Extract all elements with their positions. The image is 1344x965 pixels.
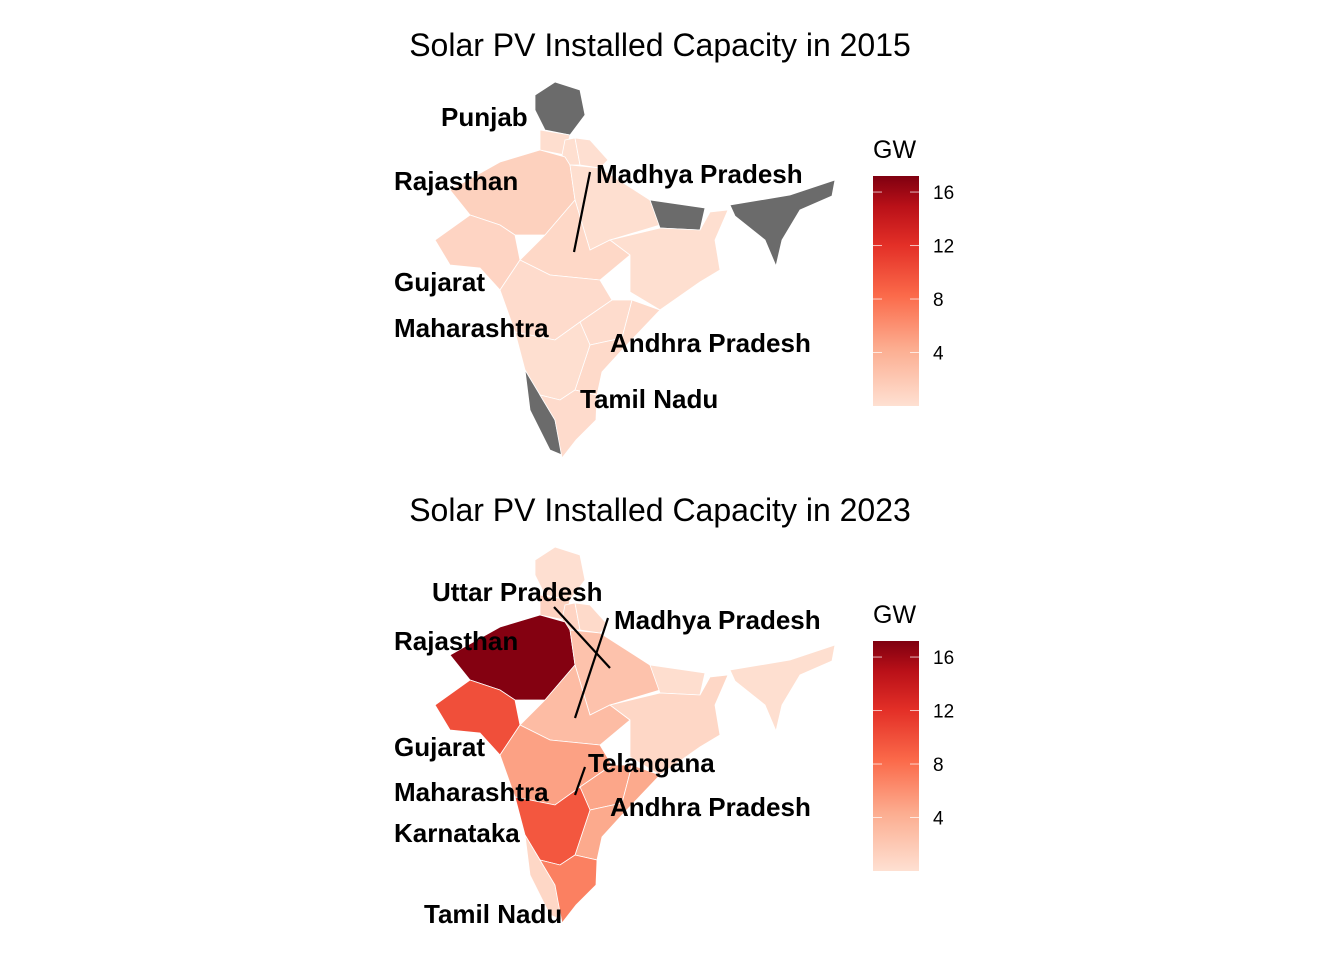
state-label: Uttar Pradesh (432, 577, 603, 607)
leader-line (573, 766, 587, 796)
map-panel-2023: Solar PV Installed Capacity in 2023 Uttar… (394, 492, 954, 929)
state-label: Punjab (441, 102, 528, 132)
legend-tick-label: 8 (933, 755, 944, 776)
map-panel-2015: Solar PV Installed Capacity in 2015 Punja… (394, 27, 954, 459)
state-label: Rajasthan (394, 166, 518, 196)
state-label: Andhra Pradesh (610, 792, 811, 822)
legend-tick-label: 16 (933, 183, 954, 204)
legend-title: GW (873, 601, 916, 629)
legend-colorbar (873, 641, 919, 871)
state-jammu-and-kashmir (534, 81, 586, 136)
state-label: Madhya Pradesh (596, 159, 803, 189)
state-label: Maharashtra (394, 777, 549, 807)
state-label: Gujarat (394, 267, 485, 297)
state-label: Karnataka (394, 818, 520, 848)
state-east (609, 674, 729, 776)
state-east (609, 209, 729, 311)
state-jammu-and-kashmir (534, 546, 586, 601)
state-label: Rajasthan (394, 626, 518, 656)
legend-tick-label: 12 (933, 237, 954, 258)
chart-title: Solar PV Installed Capacity in 2015 (409, 27, 911, 63)
state-label: Madhya Pradesh (614, 605, 821, 635)
leader-line (553, 606, 611, 669)
legend-tick-label: 4 (933, 344, 944, 365)
state-uttarakhand (574, 137, 609, 169)
state-label: Tamil Nadu (424, 899, 562, 929)
legend-tick-label: 16 (933, 648, 954, 669)
state-label: Tamil Nadu (580, 384, 718, 414)
state-northeast (729, 179, 836, 268)
state-label: Telangana (588, 748, 715, 778)
leader-line (572, 171, 592, 253)
leader-line (573, 617, 610, 719)
legend-tick-label: 4 (933, 809, 944, 830)
state-tamil-nadu (539, 854, 598, 924)
chart-title: Solar PV Installed Capacity in 2023 (409, 492, 911, 528)
legend-colorbar (873, 176, 919, 406)
state-label: Maharashtra (394, 313, 549, 343)
legend-tick-label: 8 (933, 290, 944, 311)
legend-title: GW (873, 136, 916, 164)
state-label: Gujarat (394, 732, 485, 762)
legend-tick-label: 12 (933, 702, 954, 723)
state-label: Andhra Pradesh (610, 328, 811, 358)
state-uttarakhand (574, 602, 609, 634)
state-northeast (729, 644, 836, 733)
state-tamil-nadu (539, 389, 598, 459)
